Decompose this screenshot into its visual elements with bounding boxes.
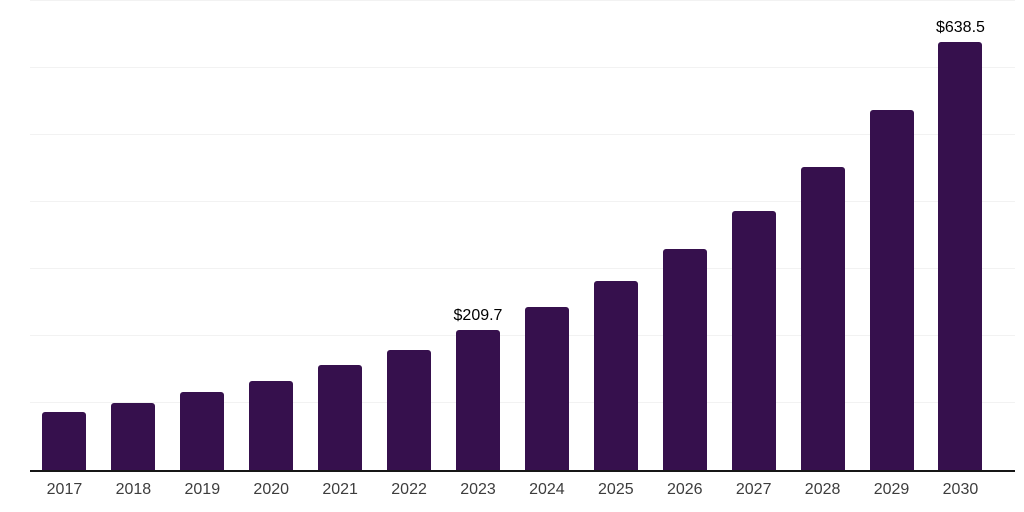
bar-slot-2030: $638.5	[926, 1, 995, 470]
x-tick-label-2024: 2024	[529, 481, 565, 498]
bar-slot-2024	[512, 1, 581, 470]
bar-2019	[180, 392, 225, 470]
gridline-100	[30, 402, 1015, 403]
bar-2025	[593, 281, 638, 470]
gridline-200	[30, 335, 1015, 336]
value-label-2023: $209.7	[453, 306, 503, 324]
bar-2029	[869, 110, 914, 470]
bar-series: $209.7 $638.5	[30, 1, 995, 470]
x-tick-label-2030: 2030	[942, 481, 979, 498]
bar-2020	[249, 380, 294, 470]
bar-2021	[318, 364, 363, 470]
gridline-700	[30, 0, 1015, 1]
gridline-500	[30, 134, 1015, 135]
gridline-300	[30, 268, 1015, 269]
bar-slot-2029	[857, 1, 926, 470]
x-axis-tick-labels: 2017 2018 2019 2020 2021 2022 2023 2024 2025 2026…	[30, 481, 995, 499]
bar-2028	[800, 166, 845, 470]
bar-2023	[455, 329, 500, 470]
bar-2024	[524, 307, 569, 470]
bar-slot-2019	[168, 1, 237, 470]
x-tick-label-2027: 2027	[735, 481, 772, 498]
x-tick-label-2028: 2028	[804, 481, 841, 498]
bar-slot-2021	[306, 1, 375, 470]
bar-2018	[111, 403, 156, 470]
x-tick-label-2019: 2019	[184, 481, 221, 498]
bar-2017	[42, 411, 87, 470]
x-tick-label-2025: 2025	[598, 481, 634, 498]
bar-slot-2020	[237, 1, 306, 470]
bar-slot-2028	[788, 1, 857, 470]
x-tick-label-2022: 2022	[391, 481, 427, 498]
x-tick-label-2021: 2021	[322, 481, 358, 498]
x-tick-label-2018: 2018	[115, 481, 152, 498]
x-tick-label-2020: 2020	[253, 481, 290, 498]
bar-slot-2018	[99, 1, 168, 470]
bar-2027	[731, 211, 776, 470]
bar-slot-2027	[719, 1, 788, 470]
x-tick-label-2026: 2026	[666, 481, 703, 498]
bar-2022	[387, 350, 432, 470]
bar-slot-2026	[650, 1, 719, 470]
gridline-600	[30, 67, 1015, 68]
bar-2026	[662, 248, 707, 470]
bar-slot-2025	[581, 1, 650, 470]
bar-2030	[938, 42, 983, 470]
x-tick-label-2023: 2023	[460, 481, 496, 498]
x-tick-label-2017: 2017	[46, 481, 83, 498]
value-label-2030: $638.5	[935, 19, 985, 37]
plot-area: $209.7 $638.5	[30, 0, 1015, 472]
bar-slot-2017	[30, 1, 99, 470]
gridline-400	[30, 201, 1015, 202]
bar-slot-2022	[375, 1, 444, 470]
x-tick-label-2029: 2029	[873, 481, 910, 498]
bar-slot-2023: $209.7	[444, 1, 513, 470]
